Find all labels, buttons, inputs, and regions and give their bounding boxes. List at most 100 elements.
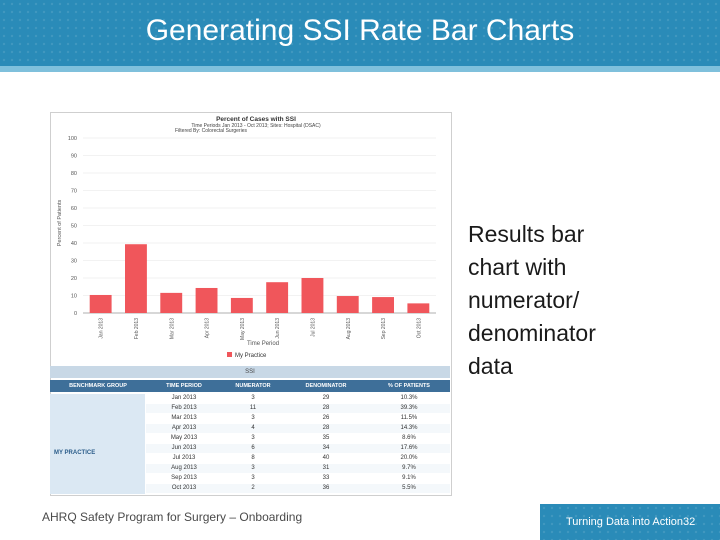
slide-title: Generating SSI Rate Bar Charts	[145, 14, 575, 47]
chart-subtitle-2: Filtered By: Colorectal Surgeries	[175, 128, 247, 134]
y-tick-label: 20	[71, 276, 77, 282]
bar	[160, 292, 183, 313]
table-cell: 2	[251, 485, 255, 491]
footer-topic: Turning Data into Action	[566, 516, 683, 528]
x-tick-label: Oct 2013	[416, 318, 422, 339]
bar	[301, 278, 324, 313]
table-cell: Apr 2013	[171, 425, 197, 431]
table-cell: Oct 2013	[171, 485, 197, 491]
bar	[372, 297, 394, 313]
y-tick-label: 90	[71, 154, 77, 160]
table-header-row: BENCHMARK GROUP TIME PERIOD NUMERATOR DE…	[50, 380, 450, 392]
bar	[266, 282, 289, 313]
x-tick-label: Feb 2013	[134, 318, 140, 339]
y-tick-label: 30	[71, 259, 77, 265]
table-row: Jun 2013 6 34 17.6%	[146, 444, 450, 453]
th-benchmark-group: BENCHMARK GROUP	[69, 383, 127, 389]
table-cell: 3	[251, 465, 255, 471]
table-cell: 34	[322, 445, 330, 451]
table-row: May 2013 3 35 8.6%	[146, 434, 450, 443]
x-tick-label: Sep 2013	[381, 318, 387, 340]
table-cell: Jun 2013	[171, 445, 197, 451]
table-cell: 3	[251, 395, 255, 401]
y-tick-label: 100	[68, 136, 77, 142]
table-cell: 6	[251, 445, 255, 451]
x-tick-label: Jul 2013	[310, 318, 316, 337]
table-cell: 17.6%	[400, 445, 418, 451]
table-cell: 40	[322, 455, 330, 461]
table-cell: 3	[251, 435, 255, 441]
th-denominator: DENOMINATOR	[305, 383, 347, 389]
x-tick-label: Jun 2013	[275, 318, 281, 339]
table-cell: Feb 2013	[171, 405, 197, 411]
table-cell: 8.6%	[402, 435, 416, 441]
header-accent-band	[0, 66, 720, 72]
slide-caption: Results bar chart with numerator/ denomi…	[468, 221, 596, 379]
table-cell: Jan 2013	[171, 395, 197, 401]
table-row: Apr 2013 4 28 14.3%	[146, 424, 450, 433]
bar	[89, 294, 112, 313]
table-cell: 28	[322, 405, 330, 411]
y-tick-label: 0	[74, 311, 77, 317]
table-cell: Sep 2013	[171, 475, 197, 481]
table-cell: 35	[322, 435, 330, 441]
legend-label: My Practice	[235, 353, 267, 359]
x-axis-label: Time Period	[247, 341, 279, 347]
table-row: Jan 2013 3 29 10.3%	[146, 394, 450, 403]
table-cell: 8	[251, 455, 255, 461]
table-cell: 3	[251, 415, 255, 421]
th-percent-patients: % OF PATIENTS	[388, 383, 430, 389]
x-tick-label: Apr 2013	[205, 318, 211, 339]
page-number: 32	[683, 516, 696, 528]
footer-band	[540, 504, 720, 540]
bar	[195, 287, 218, 313]
table-cell: 4	[251, 425, 255, 431]
table-cell: 9.1%	[402, 475, 416, 481]
bar	[230, 297, 253, 313]
group-cell: MY PRACTICE	[50, 394, 145, 494]
table-cell: 9.7%	[402, 465, 416, 471]
table-cell: May 2013	[170, 435, 198, 441]
y-tick-label: 40	[71, 241, 77, 247]
th-time-period: TIME PERIOD	[166, 383, 202, 389]
table-cell: 26	[322, 415, 330, 421]
table-cell: 33	[322, 475, 330, 481]
table-cell: 11.5%	[400, 415, 418, 421]
th-numerator: NUMERATOR	[235, 383, 271, 389]
ssi-data-table: SSI BENCHMARK GROUP TIME PERIOD NUMERATO…	[50, 366, 450, 496]
x-tick-label: Mar 2013	[169, 318, 175, 339]
y-tick-label: 60	[71, 206, 77, 212]
bar	[336, 296, 359, 313]
table-cell: 10.3%	[400, 395, 418, 401]
y-axis-label: Percent of Patients	[57, 200, 63, 247]
x-tick-label: May 2013	[240, 318, 246, 340]
table-cell: 14.3%	[400, 425, 418, 431]
table-cell: 5.5%	[402, 485, 416, 491]
chart-subtitle-1: Time Periods Jan 2013 - Oct 2013; Sites:…	[191, 123, 321, 129]
chart-title: Percent of Cases with SSI	[216, 116, 296, 123]
table-cell: 3	[251, 475, 255, 481]
table-cell: 31	[322, 465, 330, 471]
table-cell: 29	[322, 395, 330, 401]
slide-header	[0, 0, 720, 66]
group-label: MY PRACTICE	[54, 450, 96, 456]
x-tick-label: Jan 2013	[99, 318, 105, 339]
table-row: Feb 2013 11 28 39.3%	[146, 404, 450, 413]
table-caption: SSI	[50, 366, 450, 378]
table-row: Aug 2013 3 31 9.7%	[146, 464, 450, 473]
y-tick-label: 10	[71, 294, 77, 300]
x-tick-label: Aug 2013	[346, 318, 352, 340]
table-cell: Mar 2013	[171, 415, 197, 421]
bar	[407, 303, 430, 313]
legend-swatch	[227, 352, 232, 357]
table-cell: Aug 2013	[171, 465, 197, 471]
bar	[125, 244, 147, 313]
table-cell: 36	[322, 485, 330, 491]
y-tick-label: 50	[71, 224, 77, 230]
table-cell: 20.0%	[400, 455, 418, 461]
table-row: Oct 2013 2 36 5.5%	[146, 484, 450, 493]
table-cell: 28	[322, 425, 330, 431]
y-tick-label: 70	[71, 189, 77, 195]
table-row: Jul 2013 8 40 20.0%	[146, 454, 450, 463]
table-row: Mar 2013 3 26 11.5%	[146, 414, 450, 423]
